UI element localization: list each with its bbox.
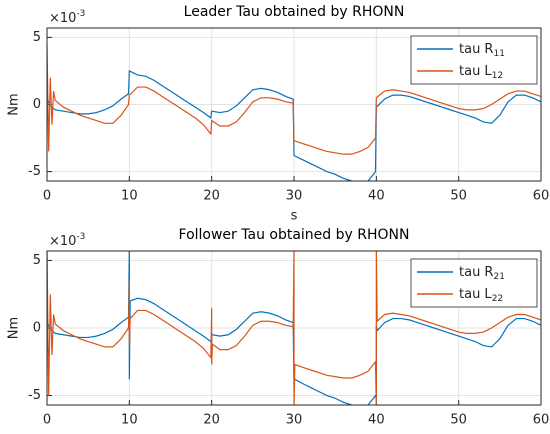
multiplier-base: ×10	[49, 11, 76, 26]
x-tick-label: 60	[533, 413, 550, 428]
legend-box	[410, 258, 538, 308]
legend-subscript: 11	[493, 49, 504, 59]
y-tick-label: -5	[28, 388, 41, 403]
x-tick-label: 50	[450, 413, 467, 428]
x-tick-label: 10	[121, 413, 138, 428]
y-axis-label: Nm	[7, 93, 22, 115]
series-line	[47, 251, 541, 405]
y-tick-label: 5	[33, 253, 41, 268]
multiplier-exponent: -3	[76, 232, 85, 242]
legend-subscript: 21	[493, 272, 504, 282]
x-tick-label: 40	[368, 413, 385, 428]
x-tick-label: 30	[286, 189, 303, 204]
x-tick-label: 0	[43, 189, 51, 204]
series-line	[47, 44, 541, 155]
legend-name: tau R	[459, 265, 493, 280]
series-line	[47, 70, 541, 181]
legend-name: tau L	[459, 64, 492, 79]
legend-name: tau L	[459, 287, 492, 302]
legend-label: tau R21	[459, 265, 505, 282]
legend-name: tau R	[459, 42, 493, 57]
y-tick-label: -5	[28, 164, 41, 179]
multiplier-exponent: -3	[76, 9, 85, 19]
legend-label: tau R11	[459, 42, 505, 59]
legend-subscript: 12	[492, 71, 503, 81]
x-tick-label: 50	[450, 189, 467, 204]
x-tick-label: 10	[121, 189, 138, 204]
chart-title: Leader Tau obtained by RHONN	[184, 4, 405, 20]
legend-label: tau L22	[459, 287, 503, 304]
series-group	[47, 44, 541, 181]
plot-frame	[46, 27, 542, 182]
axis-multiplier: ×10-3	[49, 232, 85, 249]
y-axis-label: Nm	[7, 317, 22, 339]
x-tick-label: 40	[368, 189, 385, 204]
y-tick-label: 0	[33, 321, 41, 336]
x-tick-label: 30	[286, 413, 303, 428]
y-tick-label: 5	[33, 30, 41, 45]
series-line	[47, 251, 541, 405]
x-tick-label: 20	[203, 413, 220, 428]
legend-label: tau L12	[459, 64, 503, 81]
plot-frame	[46, 250, 542, 406]
multiplier-base: ×10	[49, 234, 76, 249]
y-tick-label: 0	[33, 97, 41, 112]
x-tick-label: 0	[43, 413, 51, 428]
x-axis-label: s	[291, 209, 298, 224]
legend-subscript: 22	[492, 294, 503, 304]
x-tick-label: 60	[533, 189, 550, 204]
x-tick-label: 20	[203, 189, 220, 204]
series-group	[47, 251, 541, 405]
legend-box	[410, 35, 538, 85]
chart-title: Follower Tau obtained by RHONN	[179, 227, 410, 243]
axis-multiplier: ×10-3	[49, 9, 85, 26]
